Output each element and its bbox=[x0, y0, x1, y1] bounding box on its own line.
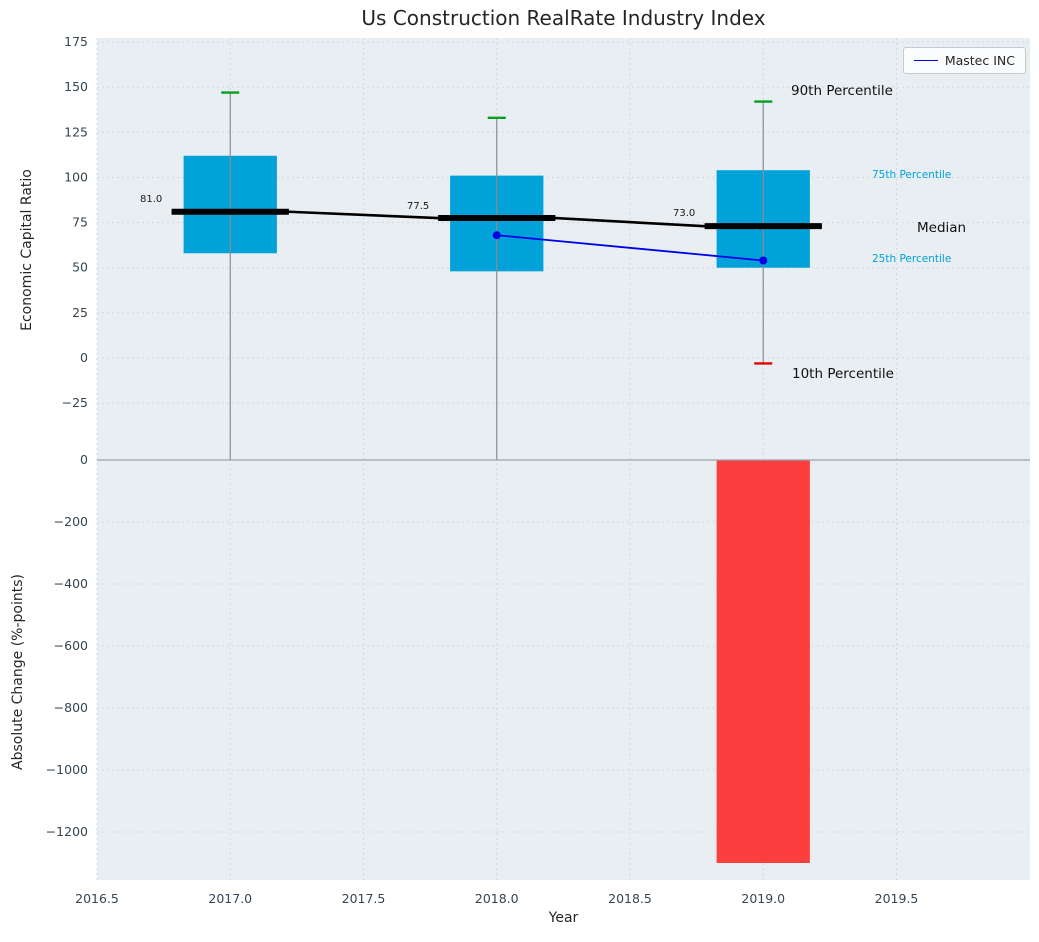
y-tick-label: 25 bbox=[72, 305, 88, 320]
annotation-10th-percentile: 10th Percentile bbox=[792, 366, 894, 382]
y-tick-label: −1200 bbox=[46, 824, 88, 839]
y-tick-label: −600 bbox=[54, 638, 88, 653]
chart-title: Us Construction RealRate Industry Index bbox=[361, 6, 766, 30]
top-y-axis-label: Economic Capital Ratio bbox=[19, 169, 35, 331]
bottom-y-axis-label: Absolute Change (%-points) bbox=[10, 574, 26, 770]
annotation-75th-percentile: 75th Percentile bbox=[872, 169, 952, 181]
y-tick-label: 100 bbox=[64, 169, 88, 184]
y-tick-label: −25 bbox=[62, 395, 88, 410]
x-tick-label: 2017.0 bbox=[208, 891, 252, 906]
mastec-line bbox=[496, 234, 764, 262]
y-tick-label: −400 bbox=[54, 576, 88, 591]
mastec-marker bbox=[492, 231, 501, 240]
negative-change-bar bbox=[716, 460, 810, 863]
y-tick-label: −800 bbox=[54, 700, 88, 715]
median-value-label-2017: 81.0 bbox=[140, 194, 163, 205]
x-tick-label: 2018.0 bbox=[475, 891, 519, 906]
y-tick-label: 150 bbox=[64, 79, 88, 94]
annotation-median: Median bbox=[917, 220, 967, 236]
x-tick-label: 2019.0 bbox=[741, 891, 785, 906]
bottom-panel-bg bbox=[97, 460, 1030, 880]
y-tick-label: 0 bbox=[80, 350, 88, 365]
y-tick-label: 175 bbox=[64, 34, 88, 49]
y-tick-label: 125 bbox=[64, 124, 88, 139]
x-tick-label: 2018.5 bbox=[608, 891, 652, 906]
y-tick-label: 75 bbox=[72, 215, 88, 230]
median-value-label-2018: 77.5 bbox=[407, 201, 430, 212]
legend-label: Mastec INC bbox=[944, 53, 1015, 68]
legend-box: Mastec INC bbox=[902, 47, 1026, 74]
y-tick-label: 50 bbox=[72, 260, 88, 275]
median-value-label-2019: 73.0 bbox=[673, 208, 696, 219]
annotation-90th-percentile: 90th Percentile bbox=[791, 83, 893, 99]
annotation-25th-percentile: 25th Percentile bbox=[872, 253, 952, 265]
y-tick-label: −1000 bbox=[46, 762, 88, 777]
x-tick-label: 2019.5 bbox=[875, 891, 919, 906]
x-tick-label: 2017.5 bbox=[342, 891, 386, 906]
legend-line-swatch bbox=[913, 60, 938, 61]
x-axis-label: Year bbox=[548, 910, 579, 926]
x-tick-label: 2016.5 bbox=[75, 891, 119, 906]
mastec-marker bbox=[759, 256, 768, 265]
y-tick-label: 0 bbox=[80, 452, 88, 467]
y-tick-label: −200 bbox=[54, 514, 88, 529]
